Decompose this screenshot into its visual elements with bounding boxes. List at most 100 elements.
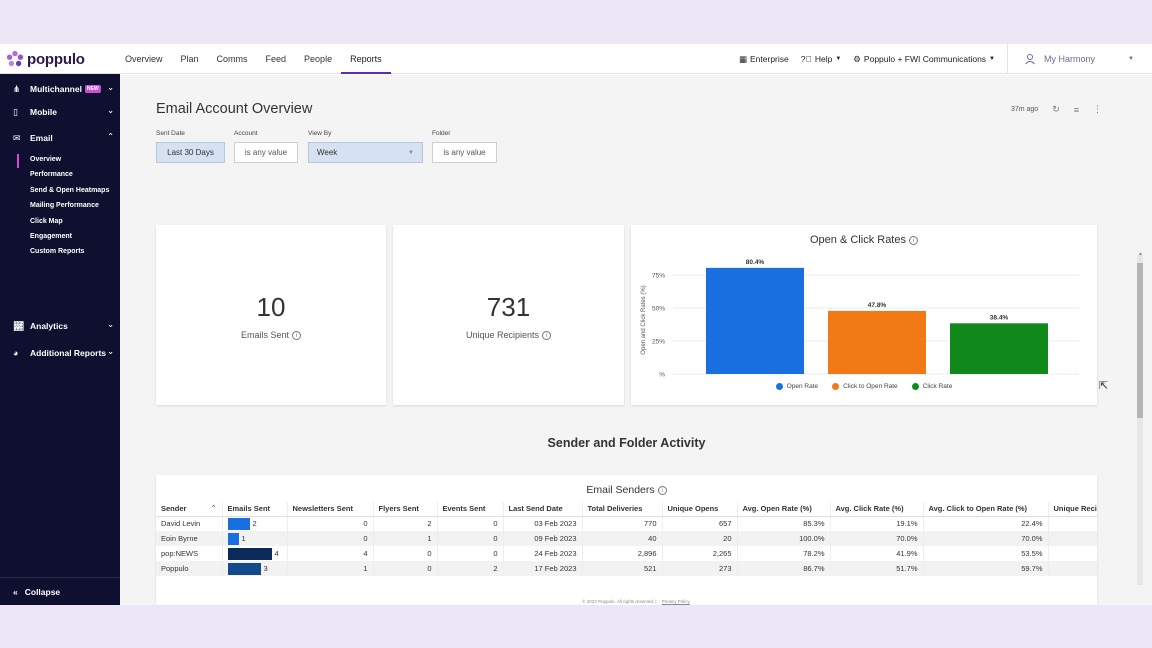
column-header[interactable]: Unique Opens xyxy=(662,502,738,517)
table-row[interactable]: pop:NEWS 4 4 0 0 24 Feb 2023 2,896 2,265 78.2% 41… xyxy=(156,546,1097,561)
org-menu[interactable]: ⚙ Poppulo + FWI Communications ▼ xyxy=(847,54,1001,65)
column-header[interactable]: Avg. Open Rate (%) xyxy=(737,502,831,517)
column-header[interactable]: Emails Sent xyxy=(222,502,288,517)
newsletters-cell: 4 xyxy=(287,546,374,561)
chevron-down-icon: ⌄ xyxy=(107,106,114,115)
newsletters-cell: 0 xyxy=(287,516,374,531)
last-updated: 37m ago xyxy=(1010,106,1039,113)
user-menu[interactable]: My Harmony ▼ xyxy=(1007,44,1152,74)
chevron-up-icon: ⌃ xyxy=(107,132,114,141)
user-icon xyxy=(1025,54,1035,65)
email-senders-card: Email Senders i Sender ⌃ Emails Sent Newsle… xyxy=(156,475,1097,605)
sidebar-item-additional-reports[interactable]: ◕ Additional Reports ⌄ xyxy=(0,342,120,364)
open-click-rates-chart: 75% 50% 25%% Open and Click Rates (%) 80.4% 4… xyxy=(641,259,1079,379)
nav-tab-comms[interactable]: Comms xyxy=(216,54,248,64)
sidebar-item-analytics[interactable]: 📈︎ Analytics ⌄ xyxy=(0,315,120,337)
emails-sent-value: 4 xyxy=(274,549,279,558)
sidebar-subitem-custom-reports[interactable]: Custom Reports xyxy=(30,248,85,256)
sidebar-subitem-performance[interactable]: Performance xyxy=(30,171,73,179)
sidebar-subitem-send-open-heatmaps[interactable]: Send & Open Heatmaps xyxy=(30,186,110,194)
legend-item[interactable]: Click Rate xyxy=(911,383,952,390)
emails-sent-value: 2 xyxy=(252,519,257,529)
nav-tab-reports[interactable]: Reports xyxy=(341,44,391,74)
emails-sent-bar-wrap: 3 xyxy=(227,562,282,575)
view-by-value: Week xyxy=(317,148,338,157)
enterprise-link[interactable]: ▦ Enterprise xyxy=(733,54,795,65)
table-title: Email Senders xyxy=(586,484,655,496)
sender-cell: pop:NEWS xyxy=(156,546,223,561)
nav-tab-feed[interactable]: Feed xyxy=(265,54,287,64)
opens-cell: 20 xyxy=(662,531,738,546)
column-header[interactable]: Newsletters Sent xyxy=(287,502,374,517)
user-name: My Harmony xyxy=(1044,54,1096,64)
y-tick-label: % xyxy=(659,372,665,379)
vertical-scrollbar[interactable] xyxy=(1137,255,1143,585)
nav-tab-people[interactable]: People xyxy=(304,54,333,64)
column-header-label: Avg. Click Rate (%) xyxy=(835,504,904,514)
open-click-rates-card: Open & Click Rates i 75% 50% 25%% Open and C… xyxy=(631,225,1097,405)
sidebar-item-multichannel[interactable]: ⋔ Multichannel NEW ⌄ xyxy=(0,78,120,100)
brand-logo[interactable]: poppulo xyxy=(6,50,85,68)
bar-click-to-open-rate xyxy=(828,310,926,374)
section-title: Sender and Folder Activity xyxy=(547,436,706,450)
column-header[interactable]: Avg. Click to Open Rate (%) xyxy=(923,502,1049,517)
column-header[interactable]: Events Sent xyxy=(437,502,504,517)
more-vertical-icon[interactable]: ⋮ xyxy=(1093,104,1102,114)
account-select[interactable]: is any value xyxy=(234,142,298,163)
refresh-icon[interactable]: ↻ xyxy=(1052,104,1060,114)
unique-recipients-label-row: Unique Recipients i xyxy=(393,330,624,341)
sort-ascending-icon[interactable]: ⌃ xyxy=(210,505,217,513)
line-chart-icon: 📈︎ xyxy=(13,320,25,331)
sidebar-item-email[interactable]: ✉ Email ⌃ xyxy=(0,127,120,149)
scroll-up-arrow-icon[interactable]: ▲ xyxy=(1138,251,1143,257)
sent-date-select[interactable]: Last 30 Days xyxy=(156,142,225,163)
deliveries-cell: 521 xyxy=(582,561,663,576)
info-icon[interactable]: i xyxy=(657,485,667,495)
view-by-select[interactable]: Week ▼ xyxy=(308,142,423,163)
collapse-button[interactable]: « Collapse xyxy=(0,577,120,605)
folder-select[interactable]: is any value xyxy=(432,142,497,163)
table-row[interactable]: Eoin Byrne 1 0 1 0 09 Feb 2023 40 20 100.0% 70.0%… xyxy=(156,531,1097,546)
sidebar-subitem-engagement[interactable]: Engagement xyxy=(30,233,73,240)
info-icon[interactable]: i xyxy=(542,331,552,341)
column-header[interactable]: Avg. Click Rate (%) xyxy=(830,502,924,517)
sidebar-item-label: Additional Reports xyxy=(30,348,107,358)
page-title: Email Account Overview xyxy=(156,101,313,117)
column-header[interactable]: Flyers Sent xyxy=(373,502,438,517)
sidebar-subitem-overview[interactable]: Overview xyxy=(30,156,62,163)
sender-cell: Eoin Byrne xyxy=(156,531,223,546)
sidebar-subitem-click-map[interactable]: Click Map xyxy=(30,217,63,225)
envelope-icon: ✉ xyxy=(13,132,21,143)
legend-item[interactable]: Open Rate xyxy=(775,383,818,390)
scrollbar-thumb[interactable] xyxy=(1137,263,1143,418)
table-row[interactable]: Poppulo 3 1 0 2 17 Feb 2023 521 273 86.7% 51.7% 59… xyxy=(156,561,1097,576)
chevron-down-icon: ⌄ xyxy=(107,83,114,92)
filter-folder: Folder is any value xyxy=(432,130,497,163)
column-header[interactable]: Unique Reci xyxy=(1048,502,1097,517)
column-header-label: Avg. Click to Open Rate (%) xyxy=(928,504,1028,514)
legend-item[interactable]: Click to Open Rate xyxy=(832,383,898,390)
privacy-policy-link[interactable]: Privacy Policy xyxy=(661,599,690,604)
caret-down-icon: ▼ xyxy=(835,56,842,62)
column-header[interactable]: Total Deliveries xyxy=(582,502,663,517)
filter-label: Folder xyxy=(432,130,451,137)
enterprise-label: Enterprise xyxy=(750,54,789,64)
legend-dot-icon xyxy=(911,383,919,390)
nav-tab-overview[interactable]: Overview xyxy=(125,54,163,64)
y-tick-label: 75% xyxy=(652,273,665,280)
help-menu[interactable]: ?⃝ Help ▼ xyxy=(795,54,848,64)
info-icon[interactable]: i xyxy=(908,235,918,245)
table-row[interactable]: David Levin 2 0 2 0 03 Feb 2023 770 657 85.3% 19.… xyxy=(156,516,1097,531)
bar-data-label: 80.4% xyxy=(746,259,765,266)
unique-recipients-cell xyxy=(1048,531,1097,546)
filter-icon[interactable]: ≡ xyxy=(1073,104,1079,115)
column-header[interactable]: Last Send Date xyxy=(503,502,583,517)
sidebar-subitem-mailing-performance[interactable]: Mailing Performance xyxy=(30,202,99,210)
column-header[interactable]: Sender ⌃ xyxy=(156,502,223,517)
chart-title: Open & Click Rates xyxy=(810,234,906,246)
info-icon[interactable]: i xyxy=(292,331,302,341)
nav-tab-plan[interactable]: Plan xyxy=(180,54,199,64)
open-rate-cell: 86.7% xyxy=(737,561,831,576)
column-header-label: Newsletters Sent xyxy=(292,504,353,514)
sidebar-item-mobile[interactable]: ▯ Mobile ⌄ xyxy=(0,101,120,123)
